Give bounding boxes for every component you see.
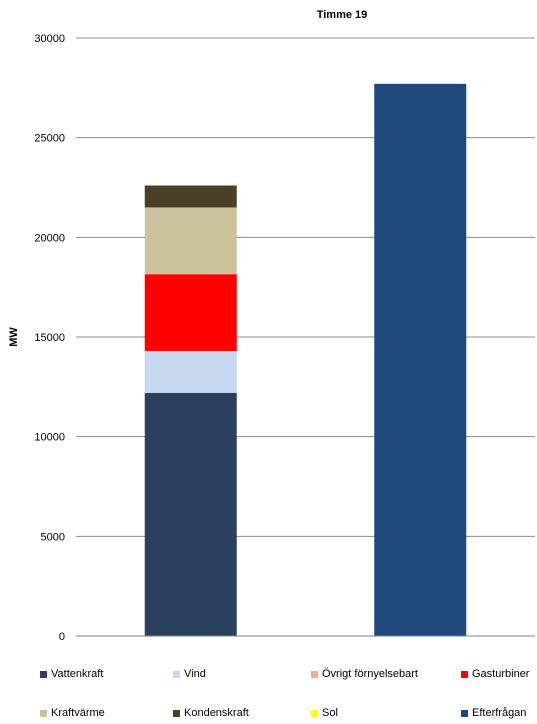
y-axis-label: MW	[8, 327, 20, 347]
bars	[144, 83, 467, 636]
legend-swatch	[173, 670, 180, 678]
legend-item: Vattenkraft	[40, 668, 173, 680]
legend-swatch	[461, 670, 468, 678]
legend-swatch	[40, 670, 47, 678]
y-tick-label: 10000	[34, 432, 65, 444]
legend-swatch	[173, 709, 180, 717]
legend-item: Gasturbiner	[461, 668, 537, 680]
legend-label: Vattenkraft	[51, 668, 104, 680]
legend-label: Övrigt förnyelsebart	[322, 668, 418, 680]
chart-title: Timme 19	[317, 9, 368, 21]
legend-label: Kondenskraft	[184, 707, 249, 719]
legend-swatch	[40, 709, 47, 717]
y-tick-label: 0	[59, 631, 65, 643]
bar-segment-gasturbiner	[144, 274, 237, 351]
legend-label: Sol	[322, 707, 338, 719]
legend-item: Vind	[173, 668, 311, 680]
legend-item: Sol	[311, 707, 461, 719]
legend-item: Övrigt förnyelsebart	[311, 668, 461, 680]
legend-swatch	[461, 709, 468, 717]
legend-label: Efterfrågan	[472, 707, 527, 719]
y-tick-label: 20000	[34, 232, 65, 244]
legend-item: Kondenskraft	[173, 707, 311, 719]
legend-label: Vind	[184, 668, 206, 680]
legend-item: Kraftvärme	[40, 707, 173, 719]
bar-segment-kondenskraft	[144, 185, 237, 208]
legend-item: Efterfrågan	[461, 707, 537, 719]
legend-label: Gasturbiner	[472, 668, 530, 680]
bar-segment-kraftv-rme	[144, 207, 237, 275]
legend: Vattenkraft Vind Övrigt förnyelsebart Gastu…	[40, 668, 537, 719]
y-tick-label: 5000	[41, 531, 65, 543]
bar-segment-efterfr-gan	[374, 83, 467, 636]
y-tick-label: 15000	[34, 332, 65, 344]
y-tick-label: 25000	[34, 133, 65, 145]
y-tick-label: 30000	[34, 33, 65, 45]
legend-swatch	[311, 709, 318, 717]
bar-segment-vind	[144, 350, 237, 393]
legend-label: Kraftvärme	[51, 707, 105, 719]
y-axis-ticks: 0 5000 10000 15000 20000 25000 30000	[34, 33, 65, 643]
bar-segment-vattenkraft	[144, 392, 237, 636]
legend-swatch	[311, 670, 318, 678]
